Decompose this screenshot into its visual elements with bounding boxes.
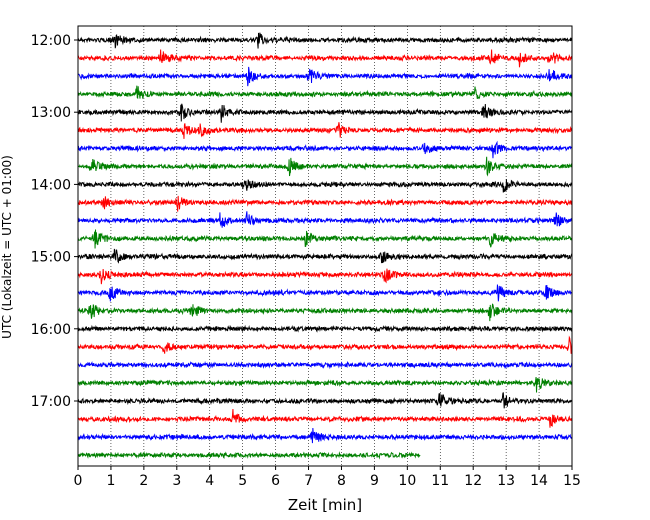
x-tick-label: 2 <box>139 473 148 489</box>
trace-row-1530 <box>77 284 573 302</box>
y-tick-label: 13:00 <box>31 105 71 121</box>
trace-row-1200 <box>77 32 573 49</box>
trace-row-1300 <box>77 103 573 123</box>
x-tick-label: 10 <box>398 473 416 489</box>
x-tick-label: 3 <box>172 473 181 489</box>
trace-row-1330 <box>77 140 573 159</box>
x-tick-label: 4 <box>205 473 214 489</box>
trace-row-1730 <box>77 428 573 444</box>
x-tick-label: 7 <box>304 473 313 489</box>
x-tick-label: 12 <box>464 473 482 489</box>
trace-row-1315 <box>77 122 573 139</box>
x-tick-label: 6 <box>271 473 280 489</box>
trace-row-1215 <box>77 49 573 68</box>
y-tick-label: 15:00 <box>31 250 71 266</box>
y-tick-label: 16:00 <box>31 322 71 338</box>
x-tick-label: 0 <box>74 473 83 489</box>
trace-row-1700 <box>77 392 573 409</box>
y-tick-label: 12:00 <box>31 33 71 49</box>
trace-row-1345 <box>77 156 573 177</box>
trace-row-1630 <box>77 360 573 370</box>
trace-row-1430 <box>77 211 573 228</box>
y-axis-ticks: 12:00 13:00 14:00 15:00 16:00 17:00 <box>31 33 78 410</box>
plot-frame <box>77 25 573 467</box>
x-tick-label: 9 <box>370 473 379 489</box>
trace-row-1415 <box>77 195 573 212</box>
trace-row-1500 <box>77 248 573 264</box>
x-tick-label: 8 <box>337 473 346 489</box>
trace-row-1230 <box>77 66 573 87</box>
x-axis-label: Zeit [min] <box>288 496 362 514</box>
trace-row-1515 <box>77 268 573 285</box>
trace-row-1445 <box>77 229 573 249</box>
trace-row-1245 <box>77 85 573 100</box>
seismogram-traces <box>77 32 573 460</box>
y-tick-label: 17:00 <box>31 394 71 410</box>
x-tick-label: 13 <box>497 473 515 489</box>
trace-row-1545 <box>77 303 573 322</box>
x-tick-label: 14 <box>530 473 548 489</box>
trace-row-1645 <box>77 376 573 393</box>
x-tick-label: 1 <box>106 473 115 489</box>
trace-row-1715 <box>77 408 573 428</box>
trace-row-1600 <box>77 324 573 333</box>
vertical-grid <box>110 26 540 466</box>
x-tick-label: 5 <box>238 473 247 489</box>
trace-row-1400 <box>77 179 573 193</box>
y-axis-label: UTC (Lokalzeit = UTC + 01:00) <box>0 155 14 339</box>
x-tick-label: 15 <box>563 473 581 489</box>
trace-row-1615 <box>77 335 573 354</box>
trace-row-1745 <box>77 450 421 460</box>
y-tick-label: 14:00 <box>31 177 71 193</box>
x-tick-label: 11 <box>431 473 449 489</box>
x-axis-ticks: 0 1 2 3 4 5 6 7 8 9 10 11 12 13 14 15 <box>74 466 581 489</box>
